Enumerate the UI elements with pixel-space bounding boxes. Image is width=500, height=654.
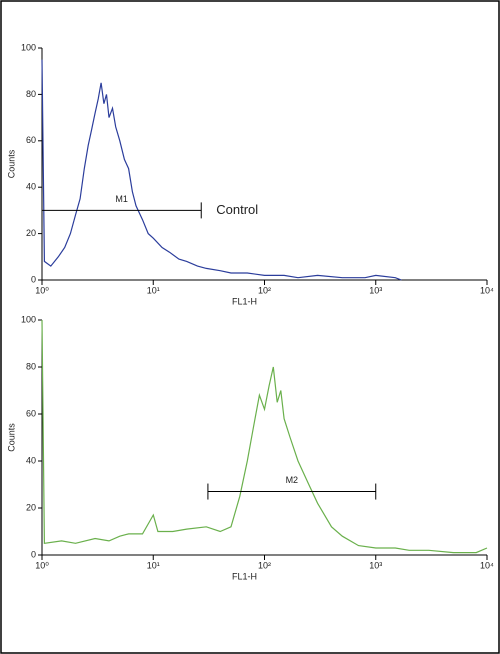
y-tick-label: 80 [26, 361, 36, 371]
x-tick-label: 10³ [369, 560, 382, 570]
x-tick-label: 10¹ [147, 285, 160, 295]
x-tick-label: 10² [258, 285, 271, 295]
histogram-line [41, 59, 402, 281]
x-tick-label: 10⁴ [480, 285, 494, 295]
y-axis-label: Counts [6, 149, 16, 178]
y-tick-label: 60 [26, 408, 36, 418]
y-tick-label: 60 [26, 135, 36, 145]
x-axis-label: FL1-H [232, 571, 257, 581]
y-tick-label: 100 [21, 314, 36, 324]
x-tick-label: 10⁰ [35, 285, 49, 295]
y-tick-label: 40 [26, 182, 36, 192]
y-axis-label: Counts [6, 423, 16, 452]
y-tick-label: 20 [26, 228, 36, 238]
marker-label: M2 [286, 475, 299, 485]
annotation: Control [216, 202, 258, 217]
x-axis-label: FL1-H [232, 296, 257, 306]
x-tick-label: 10⁴ [480, 560, 494, 570]
y-tick-label: 0 [31, 274, 36, 284]
marker-label: M1 [115, 194, 128, 204]
x-tick-label: 10² [258, 560, 271, 570]
y-tick-label: 100 [21, 42, 36, 52]
x-tick-label: 10⁰ [35, 560, 49, 570]
y-tick-label: 40 [26, 455, 36, 465]
y-tick-label: 0 [31, 549, 36, 559]
histogram-line [41, 319, 488, 554]
y-tick-label: 20 [26, 502, 36, 512]
x-tick-label: 10¹ [147, 560, 160, 570]
y-tick-label: 80 [26, 89, 36, 99]
x-tick-label: 10³ [369, 285, 382, 295]
